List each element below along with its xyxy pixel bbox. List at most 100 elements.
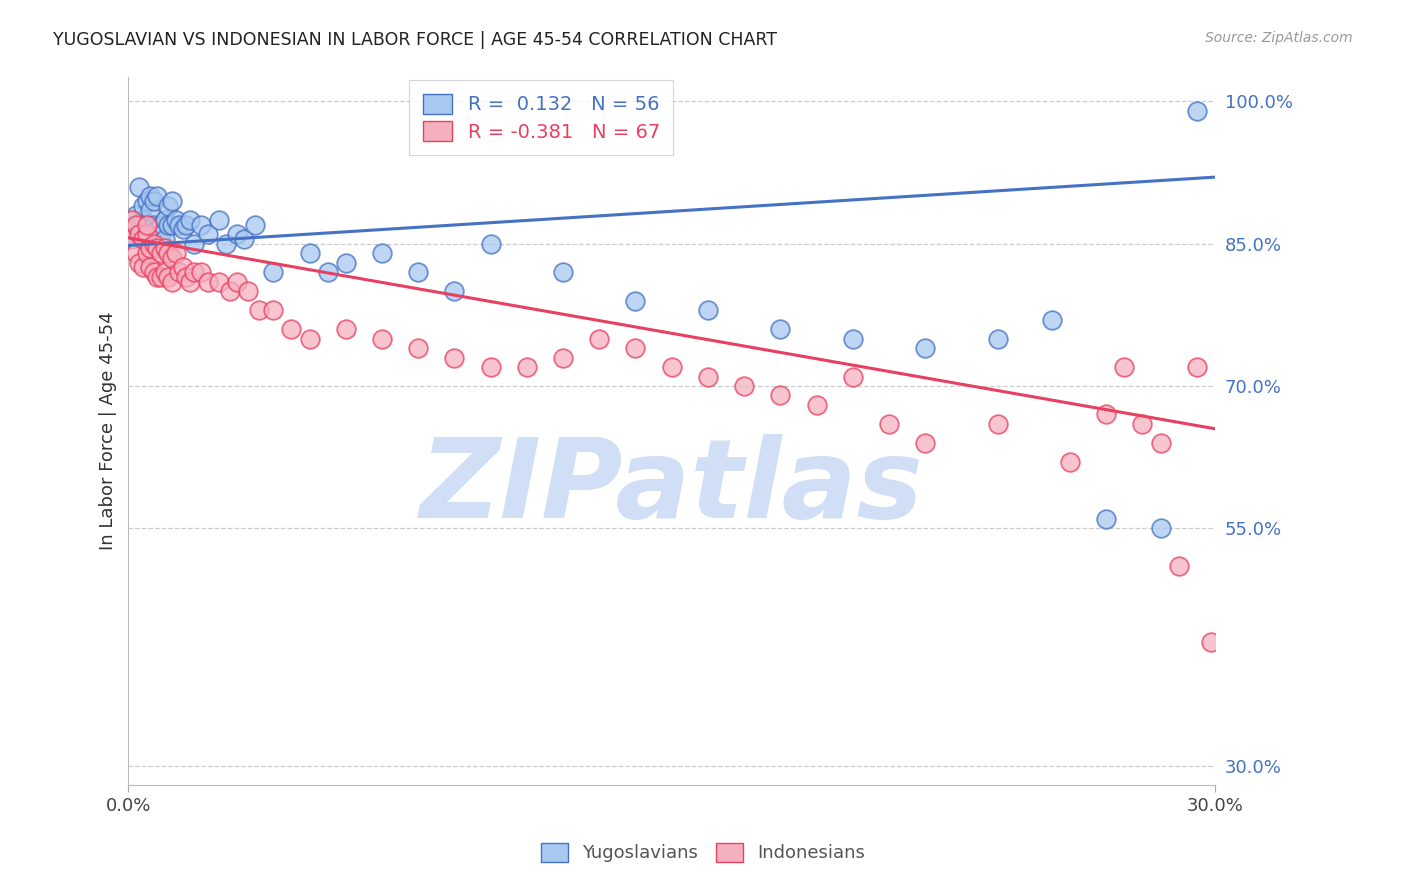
Point [150, 227, 173, 241]
Point [183, 236, 205, 251]
Point [157, 199, 180, 213]
Point [139, 189, 162, 203]
Point [179, 212, 201, 227]
Point [142, 236, 165, 251]
Point [142, 265, 165, 279]
Point [335, 322, 357, 336]
Point [165, 212, 187, 227]
Point [190, 218, 212, 232]
Point [236, 284, 259, 298]
Point [298, 246, 321, 260]
Point [208, 212, 231, 227]
Point [1095, 512, 1118, 526]
Point [806, 398, 828, 412]
Point [160, 275, 183, 289]
Point [128, 227, 150, 241]
Point [696, 303, 718, 318]
Point [197, 227, 219, 241]
Point [226, 227, 249, 241]
Point [153, 232, 176, 246]
Point [624, 341, 647, 355]
Point [146, 222, 169, 236]
Point [142, 218, 165, 232]
Point [139, 203, 162, 218]
Point [245, 218, 267, 232]
Point [877, 417, 900, 431]
Point [135, 236, 157, 251]
Point [1185, 103, 1208, 118]
Point [841, 332, 863, 346]
Point [125, 218, 148, 232]
Point [146, 189, 169, 203]
Point [262, 265, 284, 279]
Point [443, 351, 465, 365]
Point [167, 218, 190, 232]
Point [132, 212, 155, 227]
Point [769, 388, 792, 402]
Point [139, 241, 162, 255]
Point [176, 218, 198, 232]
Point [262, 303, 284, 318]
Point [179, 275, 201, 289]
Point [157, 218, 180, 232]
Point [160, 194, 183, 208]
Point [1059, 455, 1081, 469]
Point [987, 332, 1010, 346]
Point [1149, 521, 1171, 535]
Point [135, 218, 157, 232]
Point [153, 212, 176, 227]
Point [190, 265, 212, 279]
Point [135, 218, 157, 232]
Point [157, 269, 180, 284]
Y-axis label: In Labor Force | Age 45-54: In Labor Force | Age 45-54 [100, 312, 117, 550]
Point [153, 241, 176, 255]
Point [172, 260, 194, 275]
Point [516, 359, 538, 374]
Legend: Yugoslavians, Indonesians: Yugoslavians, Indonesians [533, 836, 873, 870]
Point [218, 284, 240, 298]
Point [280, 322, 302, 336]
Point [316, 265, 339, 279]
Point [146, 241, 169, 255]
Point [208, 275, 231, 289]
Point [125, 218, 148, 232]
Legend: R =  0.132   N = 56, R = -0.381   N = 67: R = 0.132 N = 56, R = -0.381 N = 67 [409, 80, 673, 155]
Point [479, 359, 502, 374]
Point [624, 293, 647, 308]
Point [128, 179, 150, 194]
Point [132, 199, 155, 213]
Point [914, 436, 936, 450]
Point [733, 379, 755, 393]
Point [172, 222, 194, 236]
Point [153, 265, 176, 279]
Point [1095, 408, 1118, 422]
Point [479, 236, 502, 251]
Point [406, 341, 429, 355]
Point [298, 332, 321, 346]
Point [132, 260, 155, 275]
Point [176, 269, 198, 284]
Point [121, 227, 143, 241]
Point [696, 369, 718, 384]
Point [551, 265, 574, 279]
Text: ZIPatlas: ZIPatlas [420, 434, 924, 541]
Point [135, 246, 157, 260]
Point [125, 208, 148, 222]
Point [146, 269, 169, 284]
Point [1149, 436, 1171, 450]
Point [139, 260, 162, 275]
Point [371, 332, 394, 346]
Point [165, 246, 187, 260]
Point [914, 341, 936, 355]
Point [157, 246, 180, 260]
Point [197, 275, 219, 289]
Text: Source: ZipAtlas.com: Source: ZipAtlas.com [1205, 31, 1353, 45]
Point [142, 194, 165, 208]
Point [167, 265, 190, 279]
Point [443, 284, 465, 298]
Point [551, 351, 574, 365]
Point [1199, 635, 1222, 649]
Point [371, 246, 394, 260]
Point [226, 275, 249, 289]
Point [128, 222, 150, 236]
